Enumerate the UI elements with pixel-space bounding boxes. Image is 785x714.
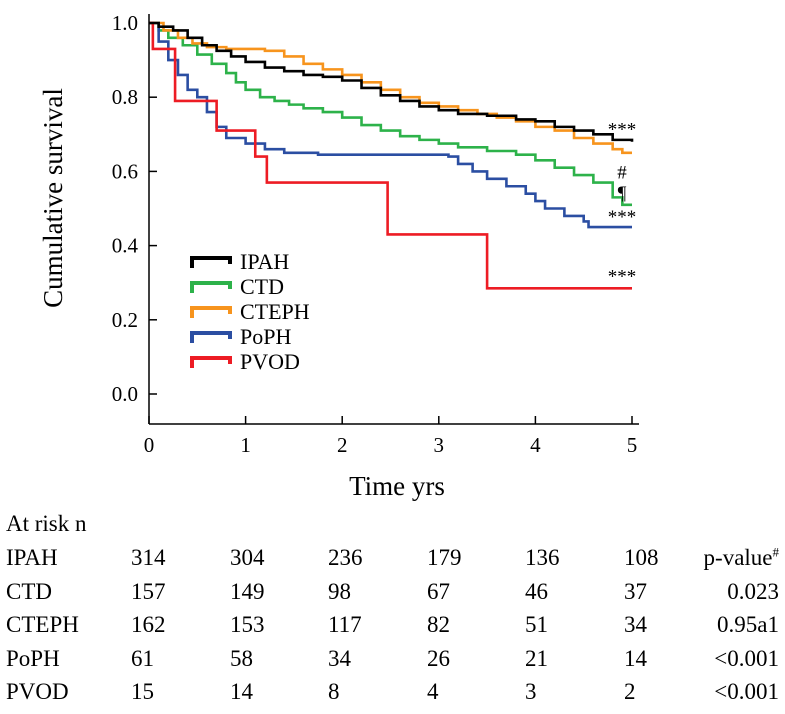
legend-label-cteph: CTEPH xyxy=(240,299,310,324)
risk-count: 2 xyxy=(624,679,636,704)
significance-markers: *** #¶ *** *** xyxy=(608,120,637,288)
legend-swatch-cteph xyxy=(190,306,232,318)
risk-count: 58 xyxy=(230,645,253,671)
risk-count: 26 xyxy=(427,645,450,671)
p-value-header-marker: # xyxy=(772,544,780,560)
series-line-poph xyxy=(149,21,632,229)
risk-row-group-cteph: CTEPH xyxy=(6,612,79,637)
risk-count: 304 xyxy=(230,545,265,570)
risk-row-group-ipah: IPAH xyxy=(6,545,58,570)
p-value-pvod: <0.001 xyxy=(714,679,779,704)
series-line-pvod xyxy=(149,21,632,290)
risk-count: 51 xyxy=(525,612,548,637)
significance-marker-ipah: *** xyxy=(608,120,637,141)
at-risk-table: At risk n p-value# IPAH 314 304 236 179 136 108 C… xyxy=(0,508,785,714)
risk-count: 67 xyxy=(427,578,450,604)
y-tick-label: 0.6 xyxy=(112,159,138,183)
risk-count: 34 xyxy=(328,645,351,671)
p-value-header: p-value# xyxy=(704,544,779,572)
significance-marker-pvod: *** xyxy=(608,266,637,287)
y-tick-label: 0.8 xyxy=(112,85,138,109)
risk-row-group-poph: PoPH xyxy=(6,645,60,671)
risk-count: 46 xyxy=(525,578,548,604)
risk-count: 314 xyxy=(131,545,166,570)
x-tick-label: 5 xyxy=(627,433,638,457)
x-axis-title: Time yrs xyxy=(349,471,445,501)
y-tick-label: 1.0 xyxy=(112,11,138,35)
risk-count: 14 xyxy=(624,645,647,671)
legend-swatch-pvod xyxy=(190,356,232,368)
risk-count: 162 xyxy=(131,612,166,637)
y-tick-label: 0.0 xyxy=(112,382,138,406)
axes xyxy=(148,14,639,425)
risk-count: 236 xyxy=(328,545,363,570)
x-tick-label: 1 xyxy=(240,433,251,457)
survival-curves xyxy=(149,21,634,290)
risk-count: 153 xyxy=(230,612,265,637)
y-axis-title: Cumulative survival xyxy=(38,88,68,308)
risk-count: 3 xyxy=(525,679,537,704)
y-tick-label: 0.4 xyxy=(112,234,139,258)
legend-swatch-ipah xyxy=(190,256,232,268)
p-value-header-text: p-value xyxy=(703,545,773,570)
significance-marker-cteph: # xyxy=(617,162,627,183)
significance-marker-ctd: ¶ xyxy=(618,183,627,204)
x-tick-label: 2 xyxy=(337,433,348,457)
legend-label-ctd: CTD xyxy=(240,274,284,299)
ticks: 0 1 2 3 4 5 0.0 0.2 0.4 0.6 0.8 1.0 xyxy=(112,11,638,457)
risk-count: 4 xyxy=(427,679,439,704)
risk-count: 82 xyxy=(427,612,450,637)
y-tick-label: 0.2 xyxy=(112,308,138,332)
risk-count: 34 xyxy=(624,612,647,637)
risk-count: 108 xyxy=(624,545,659,570)
x-tick-label: 3 xyxy=(434,433,445,457)
risk-count: 21 xyxy=(525,645,548,671)
p-value-ctd: 0.023 xyxy=(727,578,779,604)
series-line-ctd xyxy=(149,21,632,207)
risk-count: 117 xyxy=(328,612,362,637)
legend-label-ipah: IPAH xyxy=(240,249,289,274)
risk-row-group-pvod: PVOD xyxy=(6,679,69,704)
x-tick-label: 0 xyxy=(144,433,155,457)
p-value-cteph: 0.95a1 xyxy=(717,612,779,637)
legend-swatch-poph xyxy=(190,331,232,343)
p-value-poph: <0.001 xyxy=(714,645,779,671)
risk-count: 15 xyxy=(131,679,154,704)
risk-count: 157 xyxy=(131,578,166,604)
series-line-cteph xyxy=(149,21,632,155)
risk-count: 179 xyxy=(427,545,462,570)
at-risk-title: At risk n xyxy=(6,511,87,536)
survival-chart: 0 1 2 3 4 5 0.0 0.2 0.4 0.6 0.8 1.0 *** #¶ *** *** IPA… xyxy=(38,11,639,501)
risk-count: 98 xyxy=(328,578,351,604)
risk-count: 149 xyxy=(230,578,265,604)
risk-row-group-ctd: CTD xyxy=(6,578,52,604)
significance-marker-poph: *** xyxy=(608,207,637,228)
risk-count: 14 xyxy=(230,679,253,704)
series-line-ipah xyxy=(149,21,634,142)
x-tick-label: 4 xyxy=(530,433,541,457)
risk-count: 8 xyxy=(328,679,340,704)
legend-label-pvod: PVOD xyxy=(240,349,300,374)
risk-count: 61 xyxy=(131,645,154,671)
legend-label-poph: PoPH xyxy=(240,324,291,349)
risk-count: 37 xyxy=(624,578,647,604)
legend-swatch-ctd xyxy=(190,281,232,293)
risk-count: 136 xyxy=(525,545,560,570)
